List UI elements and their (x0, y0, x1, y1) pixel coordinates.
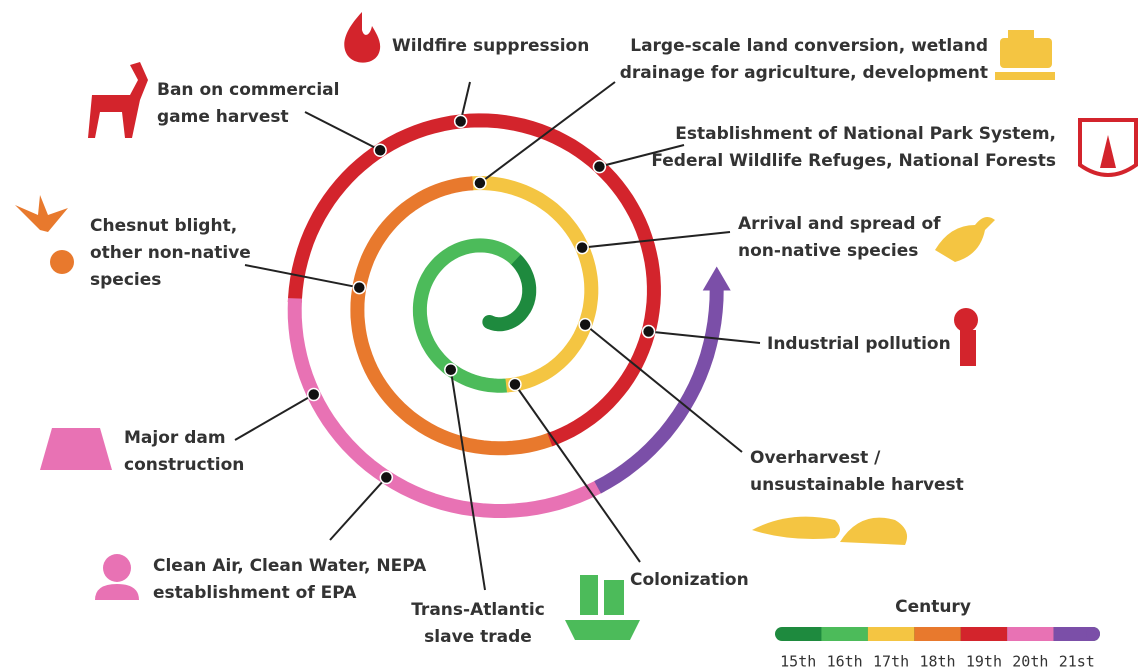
leader-line (304, 111, 381, 152)
chimney-icon (960, 330, 976, 366)
tractor-icon (1000, 38, 1052, 68)
legend-label: 17th (873, 653, 909, 671)
leader-line (244, 264, 360, 289)
event-label: Ban on commercial (157, 80, 339, 100)
legend-swatch (914, 627, 961, 641)
event-label: Colonization (630, 570, 749, 590)
event-dot (575, 240, 589, 255)
event-dot (578, 317, 592, 332)
fire-icon (344, 12, 381, 63)
legend-swatch (1007, 627, 1054, 641)
spiral (287, 113, 731, 518)
event-label: construction (124, 455, 244, 475)
deer-icon (88, 62, 148, 138)
event-dot (306, 387, 321, 402)
legend-label: 15th (780, 653, 816, 671)
legend-title: Century (895, 597, 971, 617)
smoke-icon (954, 308, 978, 332)
sign-tree (1100, 135, 1116, 168)
spiral-segment (486, 253, 537, 332)
tractor-base (995, 72, 1055, 80)
event-label: Wildfire suppression (392, 36, 589, 56)
leader-line (599, 144, 685, 168)
spiral-segment (287, 113, 661, 447)
worker-body (95, 584, 139, 600)
event-label: Clean Air, Clean Water, NEPA (153, 556, 427, 576)
event-label: other non-native (90, 243, 251, 263)
leader-line (584, 323, 743, 453)
nut-icon (50, 250, 74, 274)
event-label: unsustainable harvest (750, 475, 964, 495)
leader-line (648, 330, 761, 344)
arrow-head (702, 266, 731, 291)
event-label: Major dam (124, 428, 226, 448)
legend: Century 15th 16th 17th 18th 19th 20th 21st (775, 597, 1100, 671)
event-dot (473, 176, 487, 190)
event-label: Large-scale land conversion, wetland (630, 36, 988, 56)
dam-icon (40, 428, 112, 470)
spiral-segment (470, 175, 599, 393)
spiral-start (482, 314, 497, 329)
event-dot (373, 143, 387, 158)
event-dot (453, 114, 468, 129)
legend-label: 16th (827, 653, 863, 671)
ship-icon (565, 575, 640, 640)
event-label: slave trade (424, 627, 532, 647)
leader-line (329, 476, 388, 541)
spiral-segment (412, 238, 521, 393)
legend-label: 19th (966, 653, 1002, 671)
legend-label: 18th (919, 653, 955, 671)
leader-line (514, 383, 641, 563)
event-label: Overharvest / (750, 448, 881, 468)
spiral-segment (287, 298, 605, 518)
tractor-cab (1008, 30, 1034, 42)
event-dot (444, 362, 458, 377)
event-dot (379, 470, 394, 485)
leaders (234, 81, 761, 591)
legend-swatch (821, 627, 868, 641)
leaf-icon (15, 195, 68, 232)
event-dot (352, 280, 367, 295)
event-label: Chesnut blight, (90, 216, 237, 236)
event-label: non-native species (738, 241, 918, 261)
spiral-segment (594, 283, 724, 494)
event-label: game harvest (157, 107, 289, 127)
event-label: Establishment of National Park System, (675, 124, 1056, 144)
event-label: Federal Wildlife Refuges, National Fores… (651, 151, 1056, 171)
event-label: Industrial pollution (767, 334, 951, 354)
event-dot (592, 159, 607, 174)
leader-line (479, 81, 616, 184)
event-label: species (90, 270, 161, 290)
leader-line (582, 231, 731, 249)
worker-head (103, 554, 131, 582)
spiral-segment (350, 176, 555, 456)
event-label: establishment of EPA (153, 583, 357, 603)
bird-icon (935, 216, 995, 262)
event-label: Arrival and spread of (738, 214, 941, 234)
legend-swatch-end (1086, 627, 1100, 641)
beaver-icon (840, 517, 908, 545)
event-dot (641, 324, 656, 339)
event-label: Trans-Atlantic (411, 600, 545, 620)
legend-swatch (1053, 627, 1093, 641)
legend-label: 20th (1012, 653, 1048, 671)
legend-swatch (782, 627, 822, 641)
legend-label: 21st (1059, 653, 1095, 671)
labels: Wildfire suppression Large-scale land con… (90, 36, 1056, 647)
leader-line (234, 393, 315, 441)
icons (15, 12, 1138, 640)
legend-swatch (867, 627, 915, 641)
leader-line (449, 369, 486, 591)
legend-swatch (960, 627, 1008, 641)
event-label: drainage for agriculture, development (620, 63, 988, 83)
event-dot (508, 377, 522, 392)
whale-icon (752, 516, 840, 539)
